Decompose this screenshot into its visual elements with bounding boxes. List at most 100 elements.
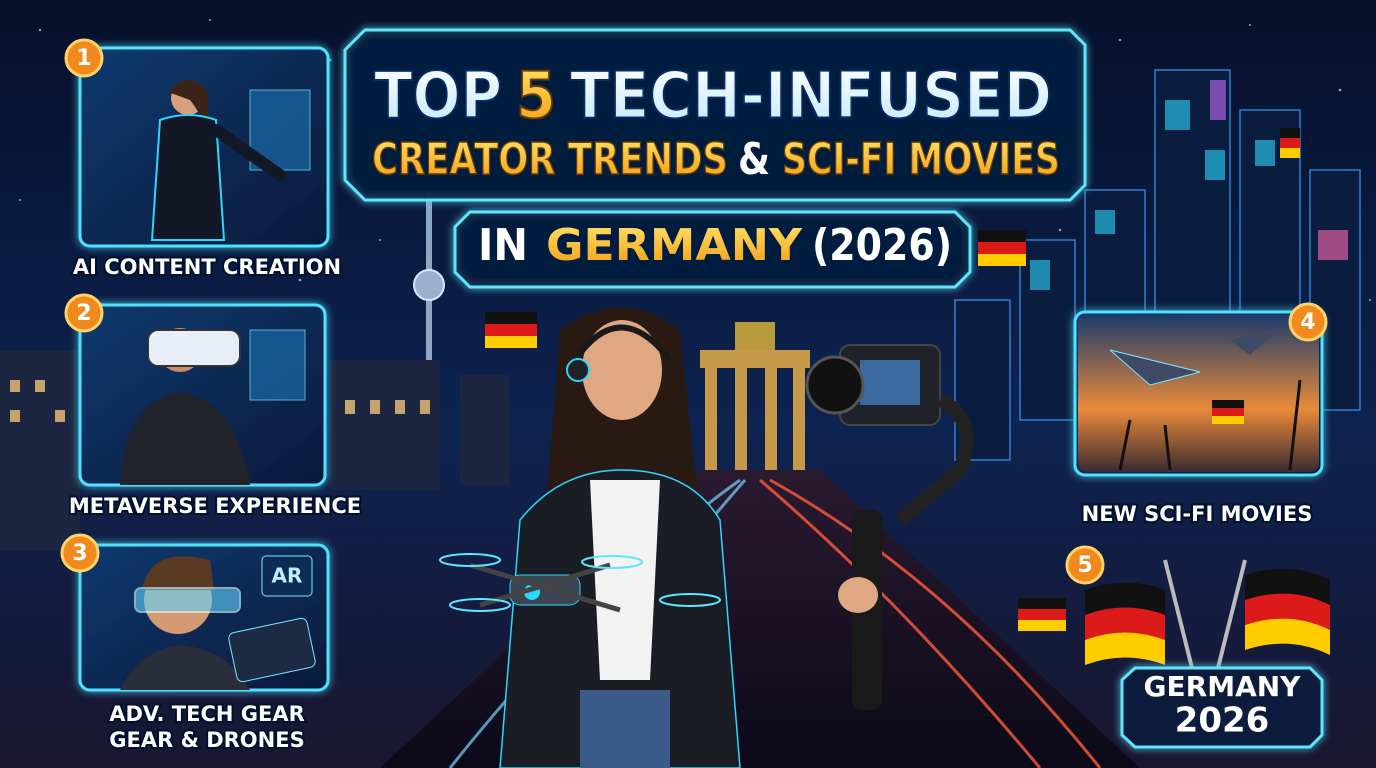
badge: 4 (1288, 302, 1328, 342)
decor-rect (370, 400, 380, 414)
trend-item-2: 2 METAVERSE EXPERIENCE (64, 293, 363, 520)
decor-rect (35, 380, 45, 392)
decor-rect (1280, 128, 1300, 138)
decor-rect (978, 242, 1026, 254)
decor-path (895, 393, 974, 526)
decor-rect (1212, 408, 1244, 416)
decor-circle (209, 19, 211, 21)
decor-line (1163, 559, 1197, 681)
decor-path (1085, 582, 1165, 615)
decor-line (1213, 559, 1247, 681)
decor-g (10, 380, 430, 422)
decor-circle (19, 199, 21, 201)
title-top: TOP (374, 60, 502, 134)
badge: 3 (60, 533, 100, 573)
decor-path (1085, 632, 1165, 665)
decor-g (1030, 80, 1348, 290)
decor-rect (1018, 598, 1066, 609)
decor-rect (705, 368, 717, 478)
item-label: ADV. TECH GEAR (109, 702, 305, 726)
decor-circle (64, 38, 104, 78)
decor-circle (60, 533, 100, 573)
trend-item-4: 4 NEW SCI-FI MOVIES (1073, 302, 1328, 528)
decor-circle (1369, 299, 1371, 301)
decor-ellipse (659, 593, 721, 607)
decor-rect (793, 368, 805, 478)
decor-rect (700, 350, 810, 368)
decor-rect (10, 410, 20, 422)
decor-rect (420, 400, 430, 414)
decor-path (142, 556, 214, 590)
decor-line (1163, 424, 1172, 471)
title-block: TOP 5 TECH-INFUSED CREATOR TRENDS & SCI-… (343, 28, 1087, 289)
badge: 5 (1065, 545, 1105, 585)
trend-item-3: AR 3 ADV. TECH GEAR GEAR & DRONES (60, 533, 330, 754)
decor-rect (1165, 100, 1190, 130)
item-number: 3 (72, 541, 87, 566)
decor-rect (1205, 150, 1225, 180)
decor-path (1230, 328, 1280, 355)
decor-g (805, 344, 974, 710)
item-number: 1 (76, 46, 91, 71)
decor-line (1288, 379, 1302, 471)
decor-path (1245, 593, 1330, 630)
decor-ellipse (439, 553, 501, 567)
item-label: GEAR & DRONES (109, 728, 304, 752)
decor-rect (55, 410, 65, 422)
decor-rect (1078, 315, 1319, 472)
decor-ellipse (581, 555, 643, 569)
item-label: GERMANY (1144, 670, 1302, 703)
decor-rect (330, 360, 440, 490)
decor-rect (147, 329, 241, 367)
decor-rect (735, 322, 775, 350)
decor-rect (860, 360, 920, 405)
item-label: 2026 (1175, 701, 1270, 741)
decor-path (759, 478, 1042, 768)
item-label: METAVERSE EXPERIENCE (69, 494, 361, 518)
subtitle-year: (2026) (812, 220, 952, 271)
decor-rect (261, 555, 313, 597)
decor-rect (978, 230, 1026, 242)
title-number: 5 (516, 60, 556, 134)
decor-rect (735, 368, 747, 478)
decor-g (485, 128, 1300, 631)
decor-path (1245, 568, 1330, 605)
decor-path (769, 478, 1102, 768)
item-number: 5 (1077, 553, 1092, 578)
decor-circle (805, 355, 865, 415)
decor-path (453, 210, 972, 289)
decor-line (210, 124, 286, 181)
decor-rect (1210, 80, 1226, 120)
decor-rect (485, 336, 537, 348)
decor-rect (1255, 140, 1275, 166)
item-number: 4 (1300, 310, 1315, 335)
decor-rect (228, 617, 316, 683)
decor-ellipse (449, 598, 511, 612)
title-line2-amp: & (738, 134, 770, 185)
trend-item-1: 1 AI CONTENT CREATION (64, 38, 343, 281)
decor-circle (1065, 545, 1105, 585)
decor-path (1109, 349, 1201, 386)
decor-g (700, 322, 810, 478)
decor-path (168, 80, 208, 130)
decor-g (19, 19, 1371, 301)
decor-path (150, 114, 226, 241)
decor-rect (134, 587, 241, 613)
title-line2-second: SCI-FI MOVIES (782, 134, 1060, 185)
decor-g (759, 478, 1102, 768)
decor-path (572, 324, 673, 362)
item-number: 2 (76, 301, 91, 326)
decor-path (120, 392, 250, 485)
subtitle-in: IN (478, 220, 528, 271)
decor-circle (566, 358, 590, 382)
decor-ellipse (838, 577, 878, 613)
decor-circle (1249, 24, 1251, 26)
decor-rect (1018, 609, 1066, 620)
decor-circle (298, 278, 302, 282)
decor-rect (485, 324, 537, 336)
decor-rect (1280, 138, 1300, 148)
decor-rect (580, 690, 670, 768)
decor-circle (1338, 88, 1342, 92)
